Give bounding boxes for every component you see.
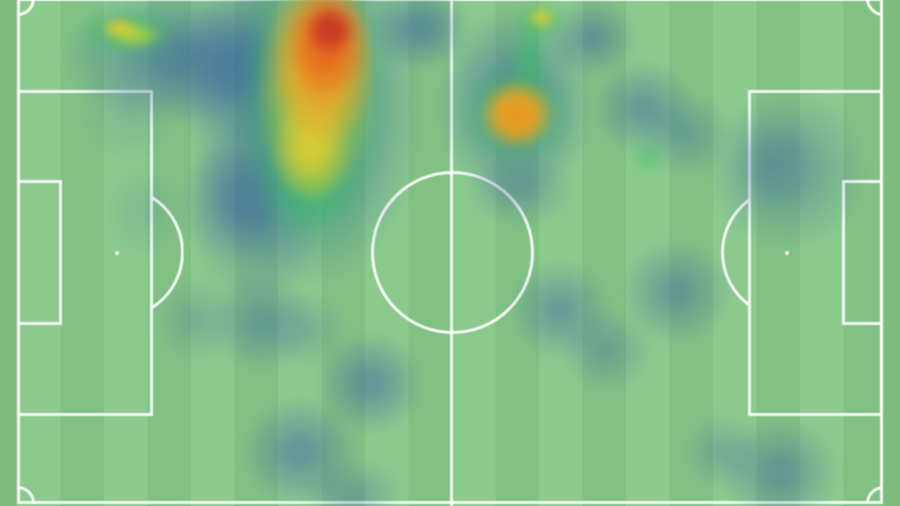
centre-circle	[370, 170, 534, 334]
penalty-spot-right	[785, 251, 789, 255]
penalty-spot-left	[115, 251, 119, 255]
goal-area-right	[842, 180, 883, 325]
goal-area-left	[17, 180, 62, 325]
